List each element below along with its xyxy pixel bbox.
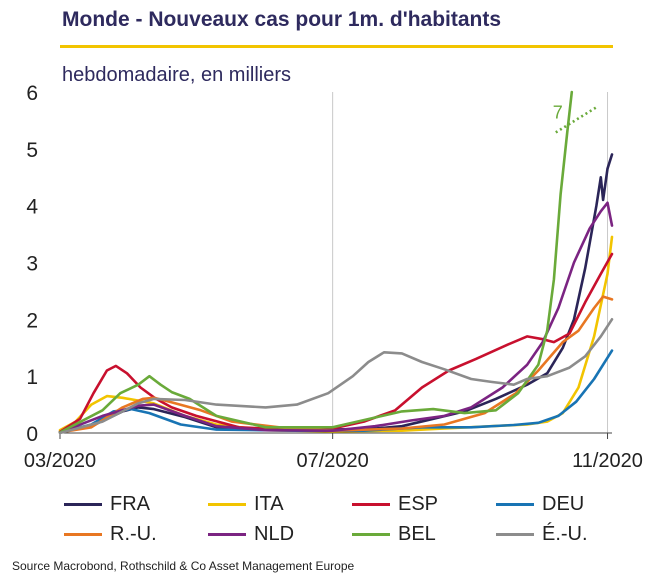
legend-item: FRA bbox=[64, 492, 150, 516]
legend-item: R.-U. bbox=[64, 522, 157, 546]
chart-title: Monde - Nouveaux cas pour 1m. d'habitant… bbox=[62, 8, 502, 31]
chart-subtitle: hebdomadaire, en milliers bbox=[62, 64, 292, 86]
x-tick-label: 07/2020 bbox=[296, 450, 368, 472]
legend-swatch bbox=[64, 532, 102, 536]
y-tick-label: 1 bbox=[26, 366, 38, 389]
x-tick-label: 11/2020 bbox=[572, 450, 643, 472]
legend-item: DEU bbox=[496, 492, 584, 516]
chart-annotation: 7 bbox=[553, 102, 599, 134]
legend-item: BEL bbox=[352, 522, 436, 546]
y-tick-label: 6 bbox=[26, 82, 38, 105]
legend-swatch bbox=[208, 532, 246, 536]
y-tick-label: 0 bbox=[26, 423, 38, 446]
legend-swatch bbox=[352, 532, 390, 536]
legend-swatch bbox=[496, 532, 534, 536]
legend-label: É.-U. bbox=[542, 522, 588, 545]
series-line-u bbox=[58, 318, 614, 435]
x-tick-label: 03/2020 bbox=[24, 450, 96, 472]
annotation-break-mark bbox=[555, 105, 599, 134]
legend-label: DEU bbox=[542, 492, 585, 515]
legend-label: ESP bbox=[398, 492, 439, 515]
legend-item: É.-U. bbox=[496, 522, 588, 546]
chart-legend: FRA ITA ESP DEU R.-U. NLD BEL É.-U. bbox=[64, 492, 644, 550]
legend-label: ITA bbox=[254, 492, 284, 515]
legend-swatch bbox=[208, 502, 246, 506]
y-tick-label: 3 bbox=[26, 253, 38, 276]
series-line-ru bbox=[58, 295, 614, 434]
legend-item: NLD bbox=[208, 522, 294, 546]
line-chart: 03/2020 07/2020 11/2020 0 1 2 3 4 5 6 7 bbox=[24, 82, 643, 472]
y-tick-label: 2 bbox=[26, 309, 38, 332]
legend-swatch bbox=[496, 502, 534, 506]
chart-axes: 03/2020 07/2020 11/2020 0 1 2 3 4 5 6 bbox=[24, 82, 643, 472]
y-tick-label: 5 bbox=[26, 139, 38, 162]
legend-label: R.-U. bbox=[110, 522, 157, 545]
legend-label: NLD bbox=[254, 522, 295, 545]
y-tick-label: 4 bbox=[26, 196, 38, 219]
annotation-label: 7 bbox=[553, 102, 563, 122]
legend-swatch bbox=[352, 502, 390, 506]
legend-item: ITA bbox=[208, 492, 284, 516]
series-line-esp bbox=[58, 252, 614, 434]
title-underline bbox=[60, 45, 613, 48]
source-note: Source Macrobond, Rothschild & Co Asset … bbox=[12, 559, 355, 573]
legend-item: ESP bbox=[352, 492, 438, 516]
legend-swatch bbox=[64, 502, 102, 506]
legend-label: FRA bbox=[110, 492, 150, 515]
series-line-bel bbox=[58, 90, 574, 434]
legend-label: BEL bbox=[398, 522, 436, 545]
series-line-nld bbox=[58, 201, 614, 434]
chart-series bbox=[58, 90, 614, 435]
